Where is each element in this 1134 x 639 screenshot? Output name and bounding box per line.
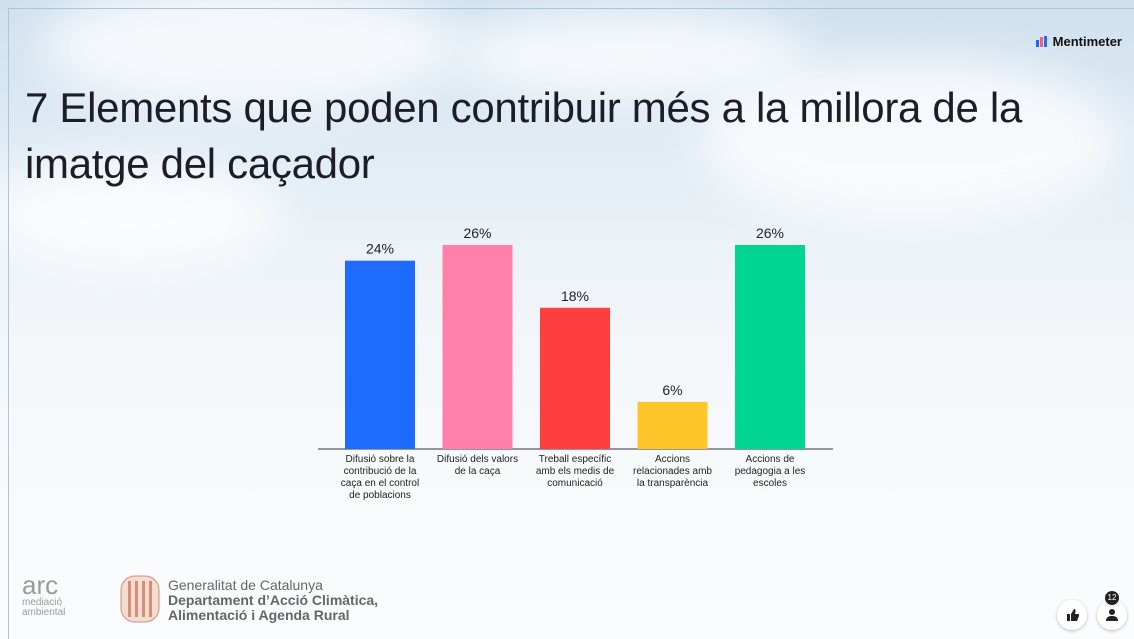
brand: Mentimeter bbox=[1035, 34, 1122, 49]
government-text: Departament d’Acció Climàtica, bbox=[168, 592, 379, 608]
value-label: 26% bbox=[463, 225, 491, 241]
arc-logo-text: ambiental bbox=[22, 607, 66, 618]
category-label: Difusió dels valors de la caça bbox=[436, 454, 519, 477]
bar bbox=[345, 260, 415, 449]
category-label: Treball específic amb els medis de comun… bbox=[535, 454, 615, 489]
bar bbox=[735, 245, 805, 449]
chart-title: 7 Elements que poden contribuir més a la… bbox=[25, 84, 1023, 187]
bar bbox=[442, 245, 513, 449]
value-label: 18% bbox=[561, 288, 589, 304]
reaction-button[interactable] bbox=[1057, 600, 1087, 630]
category-label: Difusió sobre la contribució de la caça … bbox=[340, 454, 420, 501]
arc-logo: arc mediació ambiental bbox=[22, 572, 65, 618]
government: Generalitat de Catalunya Departament d’A… bbox=[168, 578, 378, 623]
cloud bbox=[450, 10, 810, 100]
cloud bbox=[700, 60, 1120, 220]
brand-icon bbox=[1035, 36, 1047, 47]
brand-name: Mentimeter bbox=[1052, 34, 1122, 49]
government-text: Alimentació i Agenda Rural bbox=[168, 607, 350, 623]
participants-count: 12 bbox=[1105, 591, 1119, 605]
arc-logo-text: arc bbox=[22, 570, 59, 600]
value-label: 26% bbox=[756, 225, 784, 241]
cloud bbox=[0, 160, 280, 270]
frame bbox=[8, 8, 1134, 639]
bar bbox=[637, 401, 708, 449]
participants-button[interactable] bbox=[1097, 600, 1127, 630]
person-icon bbox=[1106, 609, 1118, 621]
thumbs-up-icon bbox=[1067, 609, 1080, 621]
government-text: Generalitat de Catalunya bbox=[168, 577, 323, 593]
value-label: 6% bbox=[662, 382, 682, 398]
government-emblem bbox=[120, 575, 160, 623]
arc-logo-text: mediació bbox=[22, 597, 63, 608]
cloud bbox=[40, 0, 460, 110]
category-label: Accions relacionades amb la transparènci… bbox=[633, 454, 712, 489]
bar bbox=[540, 307, 610, 449]
value-label: 24% bbox=[366, 241, 394, 257]
category-label: Accions de pedagogia a les escoles bbox=[734, 454, 806, 489]
